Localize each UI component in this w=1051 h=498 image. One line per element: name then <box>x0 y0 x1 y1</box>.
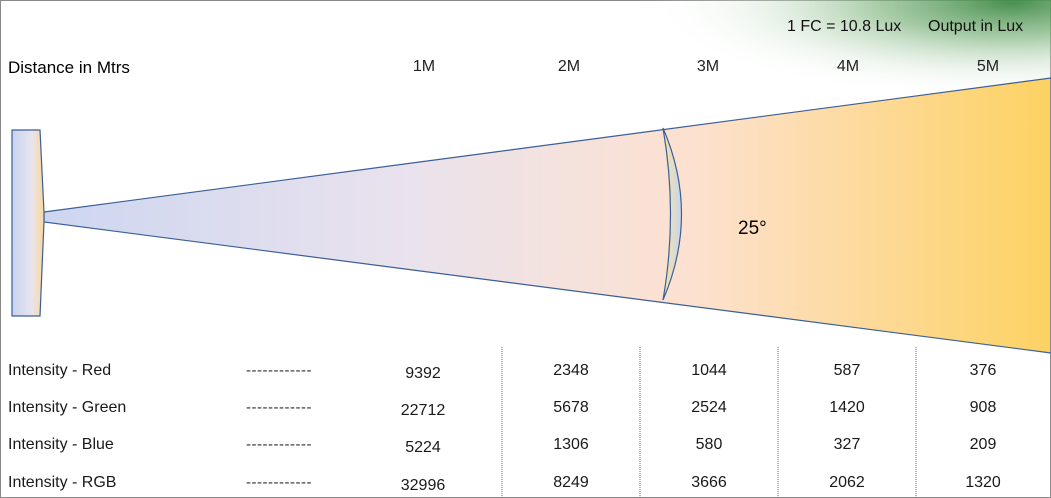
output-unit-label: Output in Lux <box>928 18 1024 35</box>
cell-1m: 32996 <box>400 477 446 494</box>
cell-1m: 9392 <box>405 365 441 382</box>
cell-5m: 1320 <box>965 474 1001 491</box>
distance-3m: 3M <box>696 58 720 75</box>
cell-2m: 5678 <box>553 399 589 416</box>
cell-5m: 209 <box>969 436 997 453</box>
cell-5m: 376 <box>969 362 997 379</box>
cell-4m: 327 <box>833 436 861 453</box>
cell-5m: 908 <box>969 399 997 416</box>
beam-angle-label: 25° <box>738 218 767 239</box>
row-label: Intensity - RGB <box>8 474 117 491</box>
row-dash: ------------ <box>246 399 312 416</box>
cell-2m: 2348 <box>553 362 589 379</box>
cell-3m: 1044 <box>691 362 727 379</box>
cell-3m: 2524 <box>691 399 727 416</box>
distance-4m: 4M <box>836 58 860 75</box>
row-dash: ------------ <box>246 362 312 379</box>
row-label: Intensity - Blue <box>8 436 114 453</box>
cell-3m: 580 <box>695 436 723 453</box>
cell-4m: 2062 <box>829 474 865 491</box>
cell-2m: 8249 <box>553 474 589 491</box>
light-fixture <box>11 129 45 317</box>
cell-2m: 1306 <box>553 436 589 453</box>
cell-1m: 5224 <box>405 439 441 456</box>
row-dash: ------------ <box>246 474 312 491</box>
row-label: Intensity - Green <box>8 399 127 416</box>
cell-4m: 1420 <box>829 399 865 416</box>
row-label: Intensity - Red <box>8 362 112 379</box>
distance-1m: 1M <box>412 58 436 75</box>
row-dash: ------------ <box>246 436 312 453</box>
beam-lens-arc <box>662 127 683 301</box>
light-beam-cone <box>43 77 1051 354</box>
cell-1m: 22712 <box>400 402 446 419</box>
cell-4m: 587 <box>833 362 861 379</box>
distance-5m: 5M <box>976 58 1000 75</box>
distance-2m: 2M <box>557 58 581 75</box>
conversion-note: 1 FC = 10.8 Lux <box>787 18 902 35</box>
cell-3m: 3666 <box>691 474 727 491</box>
distance-axis-label: Distance in Mtrs <box>8 58 130 77</box>
